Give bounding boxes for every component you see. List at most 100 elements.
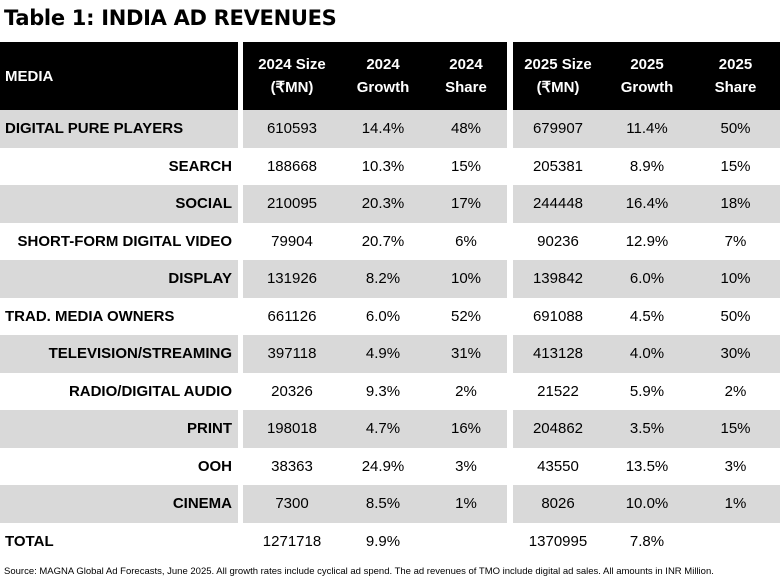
cell-share-2025: 10% <box>720 270 751 288</box>
cell-media: TOTAL <box>5 532 54 550</box>
cell-media: SHORT-FORM DIGITAL VIDEO <box>17 232 232 250</box>
cell-share-2025: 30% <box>720 345 751 363</box>
cell-size-2024: 1271718 <box>262 532 322 550</box>
cell-share-2024: 15% <box>450 157 482 175</box>
header-media-label: MEDIA <box>5 67 54 85</box>
cell-media: DIGITAL PURE PLAYERS <box>5 120 184 138</box>
cell-growth-2025: 5.9% <box>629 382 665 400</box>
cell-growth-2024: 20.3% <box>361 195 405 213</box>
cell-share-2025: 3% <box>724 457 747 475</box>
cell-size-2025: 244448 <box>532 195 584 213</box>
cell-media: OOH <box>197 457 232 475</box>
cell-size-2025: 679907 <box>532 120 584 138</box>
table-row: DISPLAY 131926 8.2% 10% 139842 6.0% 10% <box>0 260 780 298</box>
cell-growth-2024: 4.9% <box>365 345 401 363</box>
cell-growth-2024: 10.3% <box>361 157 405 175</box>
cell-share-2024: 31% <box>450 345 482 363</box>
cell-growth-2024: 14.4% <box>361 120 405 138</box>
source-note: Source: MAGNA Global Ad Forecasts, June … <box>4 566 714 577</box>
table-row: SOCIAL 210095 20.3% 17% 244448 16.4% 18% <box>0 185 780 223</box>
cell-growth-2025: 3.5% <box>629 420 665 438</box>
table-row: RADIO/DIGITAL AUDIO 20326 9.3% 2% 21522 5.9% 2… <box>0 373 780 411</box>
cell-growth-2024: 20.7% <box>361 232 405 250</box>
cell-share-2024: 3% <box>455 457 477 475</box>
cell-size-2024: 198018 <box>266 420 318 438</box>
cell-size-2024: 610593 <box>266 120 318 138</box>
cell-share-2025: 18% <box>720 195 751 213</box>
cell-media: RADIO/DIGITAL AUDIO <box>68 382 232 400</box>
header-2025-size: 2025 Size (₹MN) <box>524 56 592 96</box>
cell-growth-2024: 24.9% <box>361 457 405 475</box>
table-row: TOTAL 1271718 9.9% 1370995 7.8% <box>0 523 780 561</box>
cell-share-2024: 48% <box>450 120 482 138</box>
header-2024-share: 2024 Share <box>445 56 487 96</box>
header-media: MEDIA <box>0 42 238 110</box>
header-2024-growth: 2024 Growth <box>356 56 410 96</box>
cell-size-2024: 20326 <box>271 382 313 400</box>
cell-growth-2024: 6.0% <box>365 307 401 325</box>
cell-media: DISPLAY <box>168 270 232 288</box>
cell-growth-2025: 16.4% <box>625 195 669 213</box>
cell-media: CINEMA <box>172 495 232 513</box>
header-2024: 2024 Size (₹MN) 2024 Growth 2024 Share <box>243 42 507 110</box>
cell-size-2025: 21522 <box>537 382 579 400</box>
table-title: Table 1: INDIA AD REVENUES <box>4 6 337 30</box>
cell-size-2024: 131926 <box>266 270 318 288</box>
table-row: DIGITAL PURE PLAYERS 610593 14.4% 48% 679907… <box>0 110 780 148</box>
cell-share-2025: 15% <box>720 420 751 438</box>
cell-growth-2025: 12.9% <box>625 232 669 250</box>
cell-share-2025: 1% <box>724 495 747 513</box>
cell-size-2025: 8026 <box>541 495 575 513</box>
cell-size-2025: 90236 <box>537 232 579 250</box>
header-2025-share: 2025 Share <box>714 56 757 96</box>
cell-growth-2025: 10.0% <box>625 495 669 513</box>
cell-share-2025: 2% <box>724 382 747 400</box>
cell-growth-2025: 6.0% <box>629 270 665 288</box>
cell-size-2025: 43550 <box>537 457 579 475</box>
cell-growth-2025: 13.5% <box>625 457 669 475</box>
cell-growth-2025: 11.4% <box>626 120 668 138</box>
cell-share-2024: 1% <box>455 495 477 513</box>
cell-growth-2025: 8.9% <box>629 157 665 175</box>
cell-size-2025: 205381 <box>532 157 584 175</box>
cell-size-2024: 38363 <box>271 457 313 475</box>
cell-share-2024: 2% <box>455 382 477 400</box>
cell-growth-2024: 9.9% <box>365 532 401 550</box>
cell-size-2024: 79904 <box>271 232 313 250</box>
cell-growth-2025: 4.0% <box>629 345 665 363</box>
cell-size-2024: 661126 <box>267 307 317 325</box>
cell-growth-2024: 8.5% <box>365 495 401 513</box>
cell-media: SOCIAL <box>175 195 232 213</box>
cell-size-2024: 188668 <box>266 157 318 175</box>
cell-share-2024 <box>425 523 507 561</box>
table-row: PRINT 198018 4.7% 16% 204862 3.5% 15% <box>0 410 780 448</box>
header-2025: 2025 Size (₹MN) 2025 Growth 2025 Share <box>513 42 780 110</box>
cell-share-2024: 17% <box>450 195 482 213</box>
cell-share-2024: 10% <box>450 270 482 288</box>
cell-share-2025: 50% <box>720 120 751 138</box>
cell-media: TRAD. MEDIA OWNERS <box>5 307 175 325</box>
cell-share-2025: 15% <box>720 157 751 175</box>
cell-size-2025: 1370995 <box>528 532 588 550</box>
cell-share-2025: 50% <box>720 307 751 325</box>
table-row: TRAD. MEDIA OWNERS 661126 6.0% 52% 691088 4.5… <box>0 298 780 336</box>
header-2024-size: 2024 Size (₹MN) <box>258 56 326 96</box>
cell-share-2025: 7% <box>724 232 747 250</box>
cell-growth-2025: 4.5% <box>629 307 665 325</box>
cell-share-2024: 52% <box>450 307 482 325</box>
cell-size-2024: 397118 <box>267 345 317 363</box>
table-row: OOH 38363 24.9% 3% 43550 13.5% 3% <box>0 448 780 486</box>
cell-size-2025: 139842 <box>532 270 584 288</box>
table-row: TELEVISION/STREAMING 397118 4.9% 31% 413128 4… <box>0 335 780 373</box>
cell-size-2024: 210095 <box>266 195 318 213</box>
cell-media: SEARCH <box>168 157 232 175</box>
cell-growth-2025: 7.8% <box>629 532 665 550</box>
cell-share-2024: 6% <box>455 232 477 250</box>
cell-growth-2024: 8.2% <box>365 270 401 288</box>
cell-share-2025 <box>691 523 780 561</box>
cell-growth-2024: 4.7% <box>365 420 401 438</box>
cell-size-2025: 204862 <box>532 420 584 438</box>
cell-share-2024: 16% <box>450 420 482 438</box>
table-row: SEARCH 188668 10.3% 15% 205381 8.9% 15% <box>0 148 780 186</box>
table-row: SHORT-FORM DIGITAL VIDEO 79904 20.7% 6% 9023… <box>0 223 780 261</box>
